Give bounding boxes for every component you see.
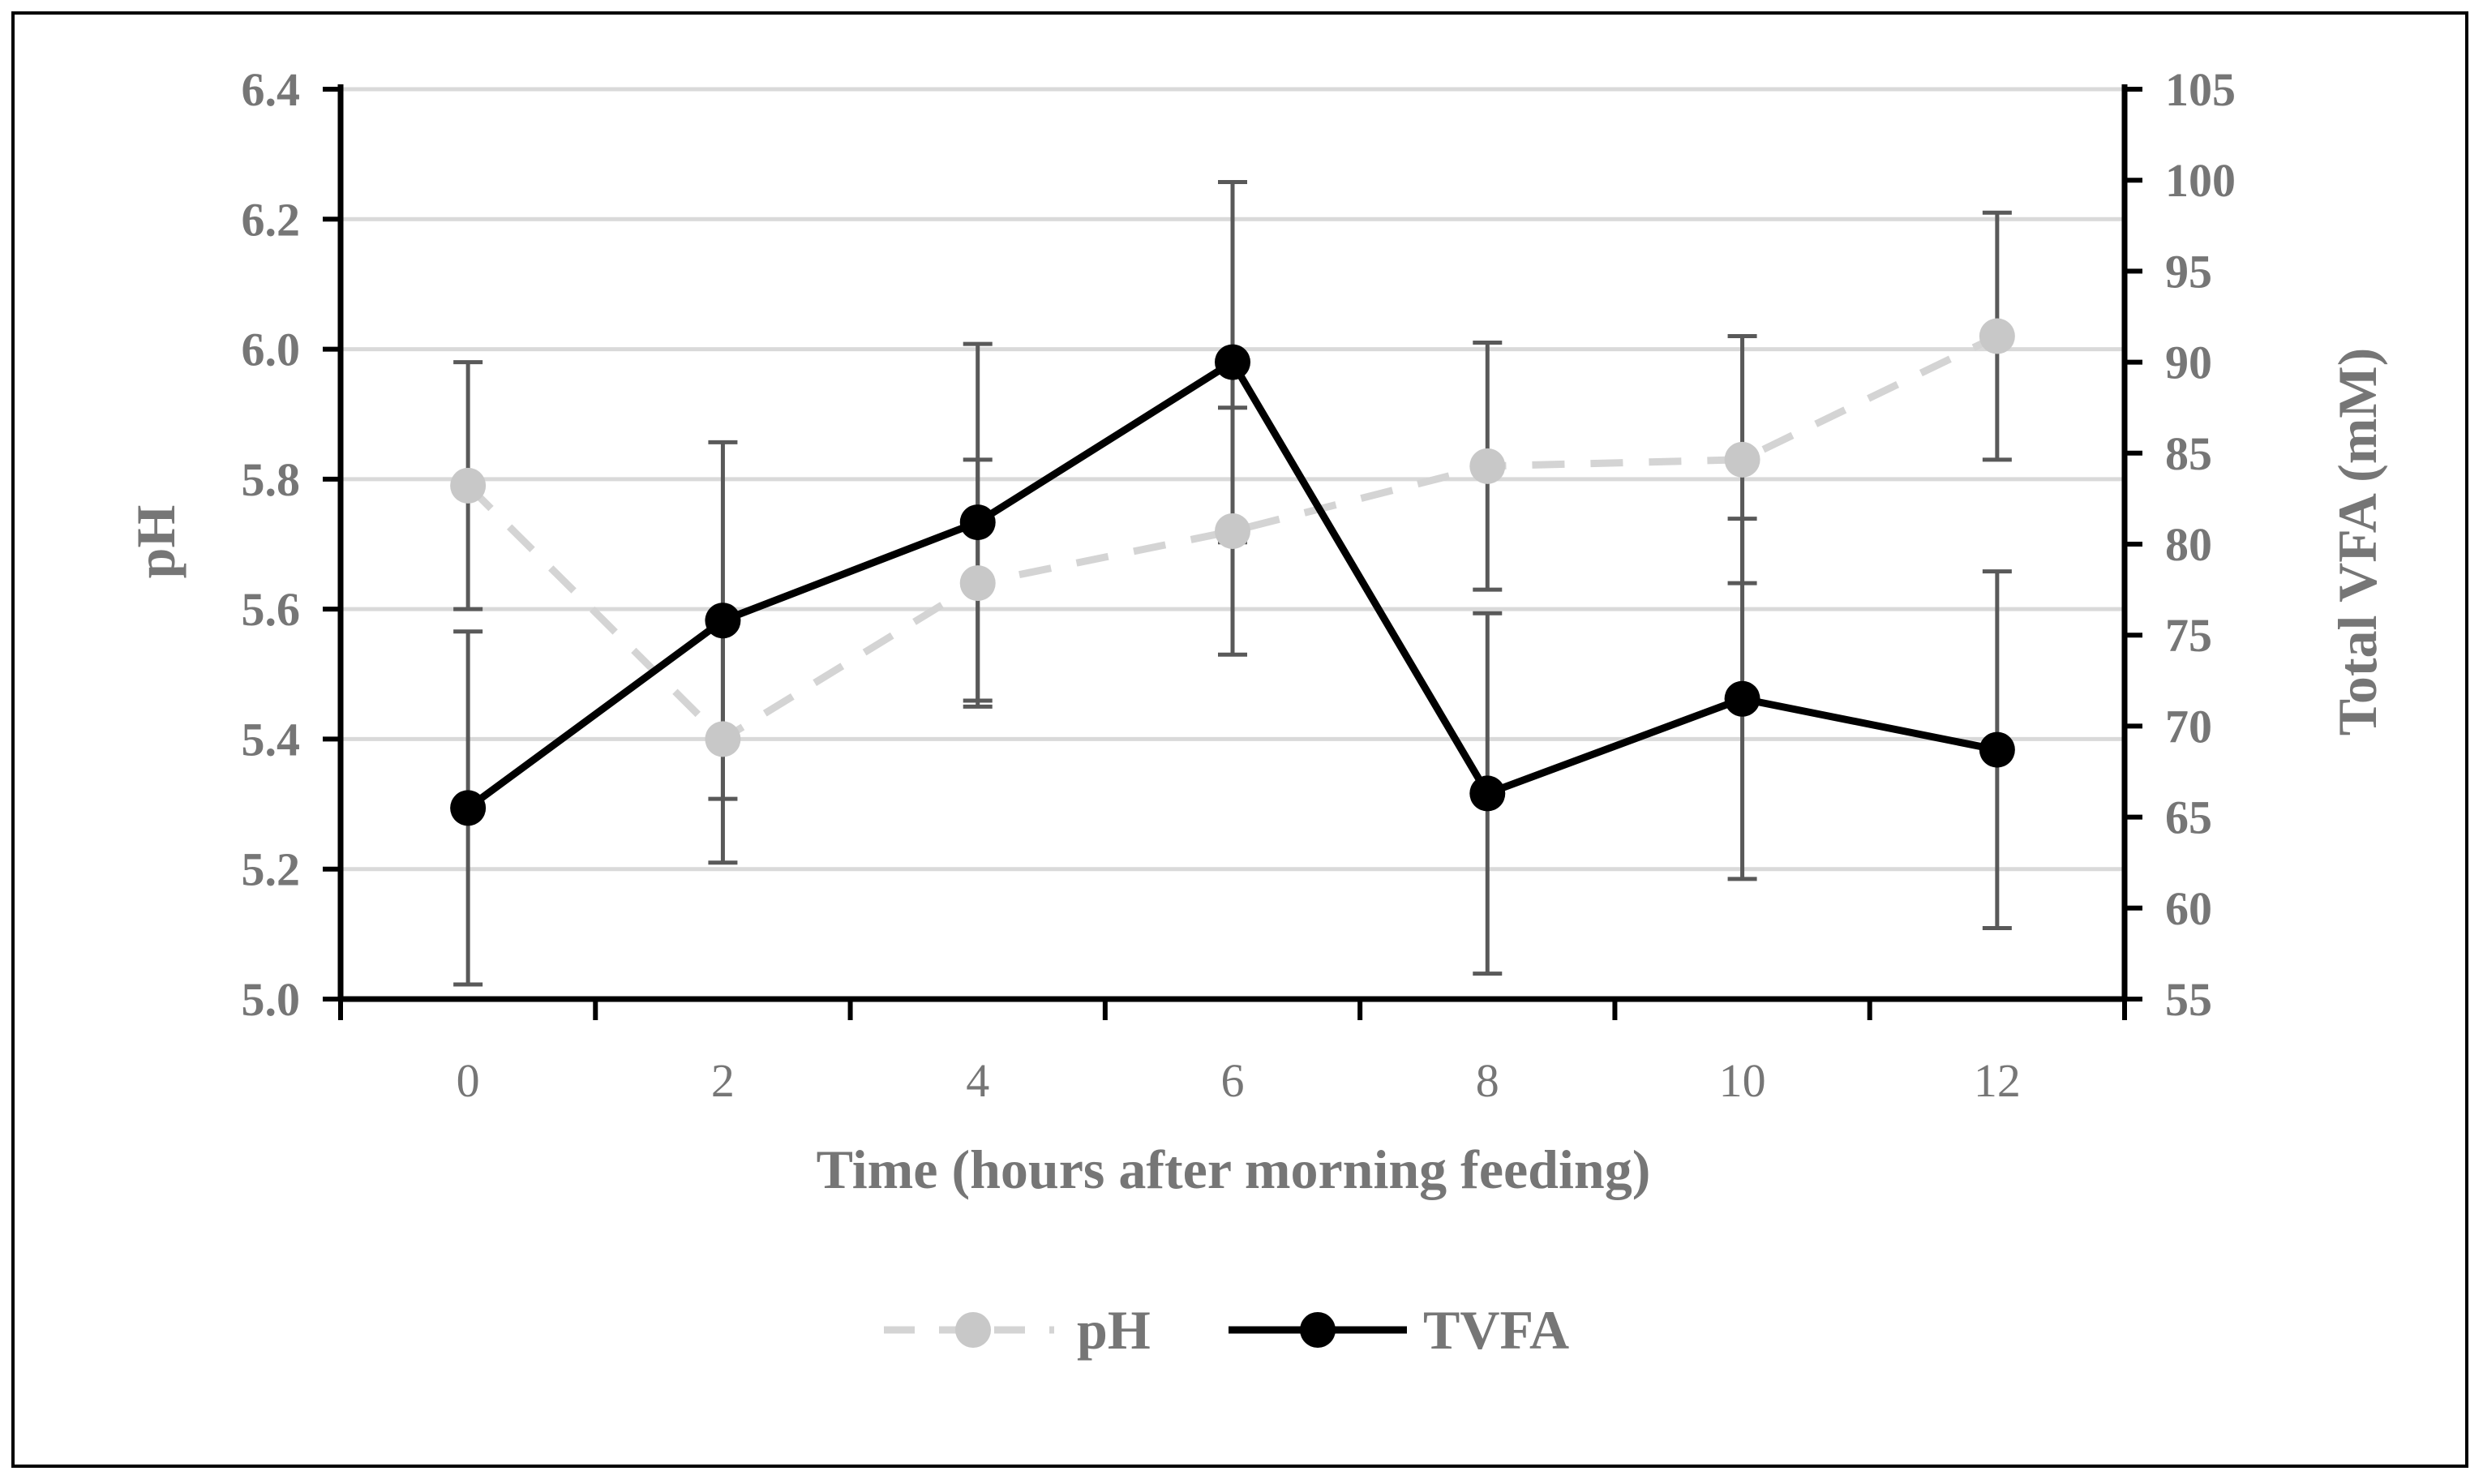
- ph-point: [1724, 441, 1760, 478]
- legend: pH TVFA: [884, 1299, 1569, 1361]
- y-right-tick-label: 75: [2165, 609, 2212, 662]
- y-right-tick-label: 70: [2165, 700, 2212, 753]
- x-tick-label: 6: [1221, 1054, 1245, 1107]
- errorbar-layer: [453, 179, 2012, 987]
- y-right-tick-label: 95: [2165, 245, 2212, 298]
- legend-tvfa-marker: [1300, 1312, 1336, 1348]
- x-tick-label: 0: [457, 1054, 480, 1107]
- tvfa-point: [1215, 344, 1250, 380]
- y-left-tick-label: 5.2: [242, 843, 301, 896]
- x-tick-label: 4: [966, 1054, 989, 1107]
- y-left-tick-label: 5.6: [242, 583, 301, 636]
- y-right-tick-label: 55: [2165, 973, 2212, 1026]
- ph-point: [1979, 318, 2015, 354]
- y-right-tick-label: 60: [2165, 882, 2212, 935]
- y-right-tick-label: 80: [2165, 518, 2212, 571]
- legend-tvfa-label: TVFA: [1423, 1299, 1569, 1361]
- y-axis-title-right: Total VFA (mM): [2326, 348, 2388, 736]
- y-left-tick-label: 5.8: [242, 453, 301, 506]
- y-left-tick-label: 6.2: [242, 193, 301, 246]
- y-right-tick-label: 105: [2165, 63, 2236, 116]
- x-tick-label: 8: [1476, 1054, 1499, 1107]
- tvfa-point: [959, 504, 996, 541]
- y-right-tick-label: 100: [2165, 154, 2236, 207]
- axis-layer: [323, 84, 2142, 1020]
- legend-ph-label: pH: [1077, 1299, 1151, 1361]
- y-right-tick-label: 90: [2165, 337, 2212, 389]
- tvfa-point: [1724, 680, 1760, 717]
- ph-point: [450, 467, 487, 504]
- x-axis-title: Time (hours after morning feeding): [817, 1139, 1651, 1200]
- legend-ph-marker: [955, 1312, 991, 1348]
- y-right-tick-label: 65: [2165, 791, 2212, 844]
- y-left-tick-label: 6.4: [242, 63, 301, 116]
- y-right-tick-label: 85: [2165, 427, 2212, 480]
- y-axis-title-left: pH: [125, 505, 187, 579]
- tvfa-point: [705, 603, 741, 639]
- y-left-tick-label: 5.0: [242, 973, 301, 1026]
- line-layer: [450, 318, 2015, 826]
- x-tick-label: 12: [1974, 1054, 2021, 1107]
- ph-point: [959, 565, 996, 602]
- tvfa-point: [1469, 775, 1506, 812]
- x-tick-label: 10: [1719, 1054, 1766, 1107]
- label-layer: 5.05.25.45.65.86.06.26.45560657075808590…: [242, 63, 2236, 1107]
- ph-point: [1215, 513, 1250, 549]
- tvfa-point: [450, 790, 487, 826]
- y-left-tick-label: 5.4: [242, 713, 301, 766]
- x-tick-label: 2: [711, 1054, 735, 1107]
- y-left-tick-label: 6.0: [242, 324, 301, 376]
- tvfa-point: [1979, 731, 2015, 768]
- ph-point: [705, 721, 741, 757]
- ph-point: [1469, 448, 1506, 484]
